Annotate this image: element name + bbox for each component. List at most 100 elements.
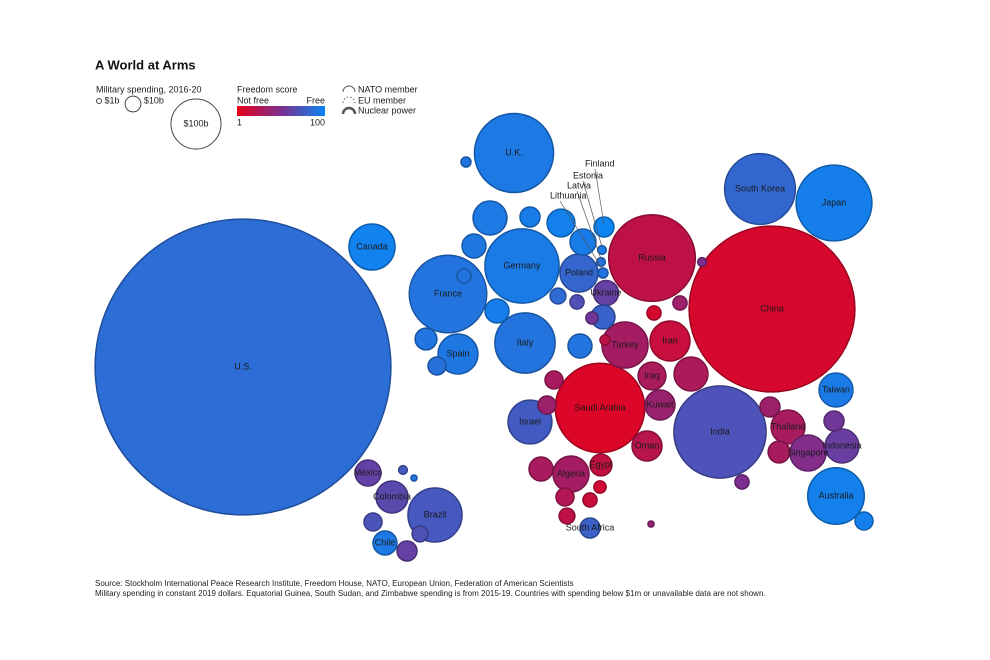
country-label: Brazil xyxy=(424,509,447,519)
size-legend-circle xyxy=(124,95,142,113)
country-bubble xyxy=(461,233,487,259)
country-bubble xyxy=(411,525,429,543)
chart-title: A World at Arms xyxy=(95,57,196,72)
country-label: Egypt xyxy=(589,459,613,469)
country-label: Estonia xyxy=(573,170,603,180)
country-bubble xyxy=(410,474,418,482)
size-legend-label: $1b xyxy=(105,95,120,105)
country-label: South Africa xyxy=(566,522,615,532)
country-bubble xyxy=(484,228,560,304)
country-bubble xyxy=(460,156,472,168)
country-bubble xyxy=(854,511,874,531)
color-tick-label: 1 xyxy=(237,117,242,127)
country-bubble xyxy=(673,356,709,392)
country-bubble xyxy=(823,410,845,432)
country-bubble xyxy=(649,320,691,362)
country-label: Latvia xyxy=(567,180,591,190)
country-bubble xyxy=(607,213,697,303)
outline-legend-label: EU member xyxy=(358,95,406,105)
country-bubble xyxy=(427,356,447,376)
country-label: Iran xyxy=(662,335,678,345)
country-bubble xyxy=(593,480,607,494)
country-bubble xyxy=(372,530,398,556)
country-bubble xyxy=(94,218,392,516)
country-bubble xyxy=(688,225,856,393)
country-label: Germany xyxy=(503,260,541,270)
country-label: Turkey xyxy=(611,339,639,349)
bubbles: U.S. Canada U.K. Germany France Spain Italy Pol… xyxy=(94,112,874,562)
size-legend-label: $100b xyxy=(183,118,208,128)
leader-line xyxy=(582,180,603,248)
country-label: U.S. xyxy=(234,361,252,371)
country-bubble xyxy=(472,200,508,236)
country-bubble xyxy=(549,287,567,305)
color-tick-label: 100 xyxy=(310,117,325,127)
country-label: Poland xyxy=(565,267,593,277)
country-bubble xyxy=(546,208,576,238)
country-bubble xyxy=(723,152,797,226)
country-bubble xyxy=(759,396,781,418)
country-bubble xyxy=(397,464,409,476)
size-legend-label: $10b xyxy=(144,95,164,105)
country-label: Algeria xyxy=(557,468,585,478)
country-label: Colombia xyxy=(373,491,411,501)
country-label: Canada xyxy=(356,241,388,251)
country-bubble xyxy=(767,440,791,464)
leader-line xyxy=(559,200,604,271)
note: Military spending in constant 2019 dolla… xyxy=(95,589,766,598)
country-bubble xyxy=(734,474,750,490)
nato-icon xyxy=(342,85,356,93)
country-bubble xyxy=(601,321,649,369)
country-bubble xyxy=(437,333,479,375)
eu-icon xyxy=(342,96,356,104)
country-bubble xyxy=(589,453,613,477)
country-label: Kuwait xyxy=(646,399,674,409)
outline-legend-label: NATO member xyxy=(358,84,418,94)
country-label: Spain xyxy=(446,348,469,358)
size-legend-circle xyxy=(96,98,102,104)
country-bubble xyxy=(806,466,866,526)
country-bubble xyxy=(770,409,806,445)
leader-line xyxy=(576,190,602,260)
country-label: China xyxy=(760,303,784,313)
country-bubble xyxy=(555,487,575,507)
country-label: Chile xyxy=(375,537,396,547)
country-label: Australia xyxy=(818,490,853,500)
country-label: Saudi Arabia xyxy=(574,402,625,412)
color-legend-title: Freedom score xyxy=(237,84,298,94)
country-bubble xyxy=(597,267,609,279)
country-label: France xyxy=(434,288,462,298)
country-bubble xyxy=(414,327,438,351)
country-bubble xyxy=(824,428,860,464)
country-label: Russia xyxy=(638,252,666,262)
country-bubble xyxy=(558,507,576,525)
country-bubble xyxy=(696,256,708,268)
country-bubble xyxy=(582,492,598,508)
country-bubble xyxy=(637,361,667,391)
country-bubble xyxy=(579,517,601,539)
country-label: Italy xyxy=(517,337,534,347)
country-label: Indonesia xyxy=(822,440,861,450)
country-bubble xyxy=(473,112,555,194)
country-bubble xyxy=(795,164,873,242)
country-label: Oman xyxy=(635,440,660,450)
country-label: South Korea xyxy=(735,183,785,193)
country-label: India xyxy=(710,426,730,436)
country-bubble xyxy=(647,520,655,528)
country-label: Finland xyxy=(585,158,615,168)
country-bubble xyxy=(818,372,854,408)
country-bubble xyxy=(354,459,382,487)
country-label: Israel xyxy=(519,416,541,426)
country-label: U.K. xyxy=(505,147,523,157)
country-bubble xyxy=(456,268,472,284)
country-bubble xyxy=(494,312,556,374)
country-bubble xyxy=(375,480,409,514)
source: Source: Stockholm International Peace Re… xyxy=(95,579,574,588)
country-label: Singapore xyxy=(787,447,828,457)
country-label: Lithuania xyxy=(550,190,587,200)
size-legend-title: Military spending, 2016-20 xyxy=(96,84,202,94)
country-label: Japan xyxy=(822,197,847,207)
country-bubble xyxy=(646,305,662,321)
